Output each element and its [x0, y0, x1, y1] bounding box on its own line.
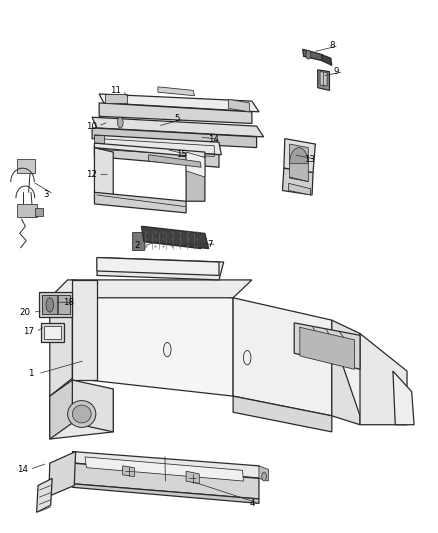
Text: 14: 14	[17, 465, 28, 474]
Polygon shape	[233, 396, 332, 432]
Polygon shape	[393, 371, 414, 425]
Circle shape	[306, 50, 311, 59]
Polygon shape	[95, 135, 104, 143]
Text: 15: 15	[176, 150, 187, 159]
Polygon shape	[97, 257, 219, 276]
Polygon shape	[290, 144, 308, 182]
Polygon shape	[123, 466, 134, 477]
Circle shape	[262, 472, 266, 481]
Polygon shape	[49, 451, 76, 496]
Text: 13: 13	[304, 155, 315, 164]
Polygon shape	[17, 159, 35, 173]
Polygon shape	[50, 280, 72, 396]
Ellipse shape	[67, 401, 96, 427]
Text: 12: 12	[86, 170, 97, 179]
Polygon shape	[58, 295, 70, 314]
Polygon shape	[141, 227, 208, 248]
Circle shape	[46, 298, 53, 312]
Polygon shape	[50, 389, 113, 439]
Polygon shape	[72, 380, 113, 432]
Polygon shape	[92, 128, 257, 148]
Polygon shape	[41, 323, 64, 343]
Polygon shape	[35, 208, 43, 215]
Polygon shape	[290, 148, 308, 164]
Polygon shape	[72, 280, 233, 396]
Polygon shape	[158, 87, 194, 96]
Polygon shape	[233, 298, 332, 416]
Polygon shape	[42, 295, 57, 314]
Text: 8: 8	[329, 41, 335, 50]
Polygon shape	[105, 94, 127, 103]
Polygon shape	[332, 334, 407, 416]
Text: 1: 1	[28, 369, 34, 378]
Polygon shape	[50, 280, 252, 298]
Polygon shape	[95, 143, 205, 157]
Polygon shape	[72, 463, 259, 499]
Polygon shape	[95, 148, 113, 198]
Polygon shape	[95, 192, 186, 213]
Polygon shape	[186, 152, 205, 177]
Polygon shape	[318, 70, 329, 91]
Text: 20: 20	[20, 308, 31, 317]
Polygon shape	[321, 54, 332, 66]
Polygon shape	[228, 99, 250, 112]
Ellipse shape	[72, 405, 91, 423]
Circle shape	[163, 343, 171, 357]
Polygon shape	[148, 155, 201, 167]
Text: 4: 4	[249, 499, 254, 508]
Polygon shape	[92, 117, 264, 137]
Polygon shape	[95, 146, 219, 167]
Polygon shape	[303, 49, 323, 61]
Text: 10: 10	[86, 122, 97, 131]
Polygon shape	[132, 232, 144, 249]
Text: 2: 2	[134, 241, 139, 251]
Polygon shape	[360, 334, 407, 425]
Text: 9: 9	[334, 67, 339, 76]
Polygon shape	[186, 152, 205, 201]
Polygon shape	[283, 168, 313, 195]
Polygon shape	[259, 466, 268, 481]
Polygon shape	[72, 280, 97, 380]
Polygon shape	[320, 71, 327, 86]
Polygon shape	[300, 327, 354, 369]
Polygon shape	[85, 457, 244, 481]
Text: 17: 17	[23, 327, 34, 336]
Polygon shape	[332, 320, 360, 425]
Polygon shape	[37, 479, 52, 512]
Text: 18: 18	[63, 298, 74, 307]
Polygon shape	[289, 183, 311, 195]
Text: 5: 5	[174, 115, 180, 124]
Text: 3: 3	[44, 190, 49, 199]
Polygon shape	[284, 139, 315, 173]
Polygon shape	[39, 293, 72, 318]
Polygon shape	[99, 94, 259, 112]
Polygon shape	[17, 204, 37, 217]
Circle shape	[244, 351, 251, 365]
Polygon shape	[97, 257, 224, 280]
Polygon shape	[72, 451, 264, 479]
Polygon shape	[50, 380, 72, 439]
Polygon shape	[141, 233, 201, 248]
Text: 11: 11	[110, 86, 121, 95]
Text: 7: 7	[207, 240, 212, 249]
Polygon shape	[186, 471, 199, 484]
Polygon shape	[294, 323, 360, 369]
Text: 14: 14	[208, 135, 219, 144]
Polygon shape	[72, 484, 259, 503]
Circle shape	[117, 117, 123, 128]
Polygon shape	[95, 135, 221, 155]
Polygon shape	[99, 103, 252, 124]
Polygon shape	[44, 326, 61, 339]
Polygon shape	[42, 295, 70, 314]
